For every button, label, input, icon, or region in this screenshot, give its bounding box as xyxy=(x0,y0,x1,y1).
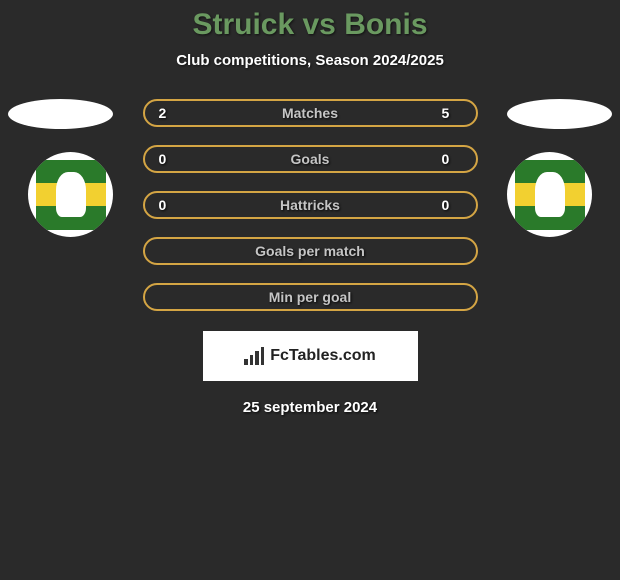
stat-row-min-per-goal: Min per goal xyxy=(143,283,478,311)
subtitle: Club competitions, Season 2024/2025 xyxy=(0,52,620,69)
stat-row-goals-per-match: Goals per match xyxy=(143,237,478,265)
club-logo-left xyxy=(28,152,113,237)
stat-row-matches: 2 Matches 5 xyxy=(143,99,478,127)
branding-text: FcTables.com xyxy=(270,347,376,365)
stat-value-right: 0 xyxy=(442,197,462,213)
logo-shield-right xyxy=(515,160,585,230)
stat-value-right: 5 xyxy=(442,105,462,121)
stat-value-left: 0 xyxy=(159,197,179,213)
player-ellipse-right xyxy=(507,99,612,129)
stat-row-hattricks: 0 Hattricks 0 xyxy=(143,191,478,219)
stat-label: Min per goal xyxy=(159,289,462,305)
stat-row-goals: 0 Goals 0 xyxy=(143,145,478,173)
logo-shield-left xyxy=(36,160,106,230)
content-area: 2 Matches 5 0 Goals 0 0 Hattricks 0 Goal… xyxy=(0,99,620,416)
player-badge-left xyxy=(28,152,113,237)
main-title: Struick vs Bonis xyxy=(0,8,620,42)
stat-value-right: 0 xyxy=(442,151,462,167)
player-badge-right xyxy=(507,152,592,237)
player-ellipse-left xyxy=(8,99,113,129)
stat-label: Matches xyxy=(282,105,338,121)
stats-container: 2 Matches 5 0 Goals 0 0 Hattricks 0 Goal… xyxy=(143,99,478,311)
stork-icon-left xyxy=(56,172,86,217)
stat-label: Hattricks xyxy=(280,197,340,213)
branding-box: FcTables.com xyxy=(203,331,418,381)
stork-icon-right xyxy=(535,172,565,217)
stat-label: Goals per match xyxy=(159,243,462,259)
chart-icon xyxy=(244,347,264,365)
stat-value-left: 2 xyxy=(159,105,179,121)
title-section: Struick vs Bonis Club competitions, Seas… xyxy=(0,0,620,69)
stat-label: Goals xyxy=(291,151,330,167)
stat-value-left: 0 xyxy=(159,151,179,167)
club-logo-right xyxy=(507,152,592,237)
date-text: 25 september 2024 xyxy=(0,399,620,416)
